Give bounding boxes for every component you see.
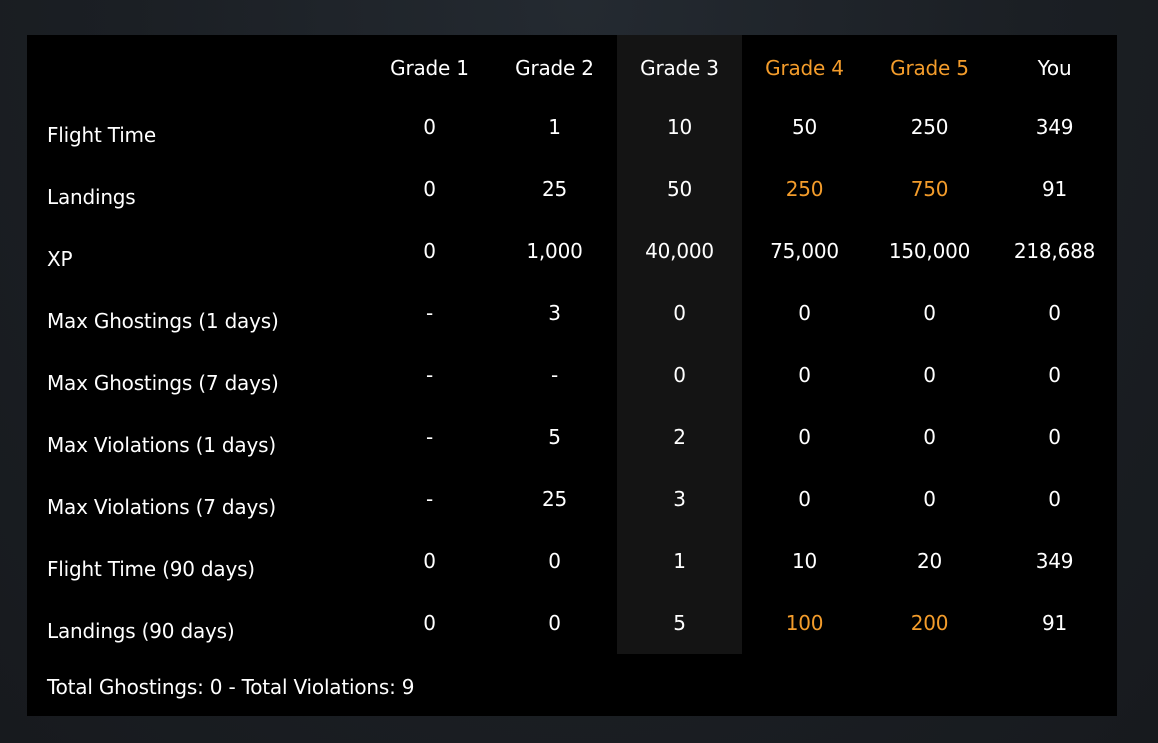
table-cell: 750 (910, 177, 949, 201)
table-cell: - (550, 363, 559, 387)
table-cell: 0 (923, 425, 936, 449)
table-cell: 10 (666, 115, 693, 139)
table-cell: 25 (541, 177, 568, 201)
totals-summary: Total Ghostings: 0 - Total Violations: 9 (47, 675, 415, 699)
table-cell: 200 (910, 611, 949, 635)
grade-requirements-table: Grade 1 Grade 2 Grade 3 Grade 4 Grade 5 You Fl… (27, 35, 1117, 655)
row-label: Flight Time (47, 123, 156, 147)
row-label: Max Ghostings (1 days) (47, 309, 279, 333)
table-cell: 349 (1035, 549, 1074, 573)
row-label: Landings (90 days) (47, 619, 235, 643)
table-cell: - (425, 363, 434, 387)
row-label: Max Ghostings (7 days) (47, 371, 279, 395)
table-cell: 250 (785, 177, 824, 201)
table-cell: 20 (916, 549, 943, 573)
table-cell: 0 (798, 301, 811, 325)
column-header: Grade 2 (515, 56, 594, 80)
table-cell: 75,000 (770, 239, 839, 263)
column-header: You (1037, 56, 1072, 80)
grade-requirements-panel: Grade 1 Grade 2 Grade 3 Grade 4 Grade 5 You Fl… (27, 35, 1117, 716)
column-header: Grade 1 (390, 56, 469, 80)
table-cell: 0 (1048, 425, 1061, 449)
row-label: Max Violations (1 days) (47, 433, 276, 457)
table-cell: 50 (666, 177, 693, 201)
current-grade-column-highlight (617, 35, 742, 654)
table-cell: 150,000 (888, 239, 971, 263)
table-cell: 218,688 (1013, 239, 1096, 263)
column-header: Grade 5 (890, 56, 969, 80)
table-cell: 50 (791, 115, 818, 139)
table-cell: - (425, 301, 434, 325)
table-cell: 349 (1035, 115, 1074, 139)
table-cell: 3 (673, 487, 686, 511)
table-cell: 91 (1041, 177, 1068, 201)
table-cell: 40,000 (645, 239, 714, 263)
table-cell: 0 (798, 487, 811, 511)
table-cell: 100 (785, 611, 824, 635)
table-cell: 0 (1048, 301, 1061, 325)
table-cell: 5 (673, 611, 686, 635)
table-cell: 0 (548, 611, 561, 635)
row-label: Landings (47, 185, 136, 209)
table-cell: 5 (548, 425, 561, 449)
table-cell: 0 (548, 549, 561, 573)
table-cell: 1,000 (526, 239, 583, 263)
table-cell: - (425, 487, 434, 511)
table-cell: 0 (423, 549, 436, 573)
table-cell: 0 (923, 487, 936, 511)
table-cell: 0 (423, 239, 436, 263)
table-cell: 0 (423, 611, 436, 635)
table-cell: 25 (541, 487, 568, 511)
table-cell: 250 (910, 115, 949, 139)
table-cell: 2 (673, 425, 686, 449)
table-cell: 0 (1048, 363, 1061, 387)
table-cell: 91 (1041, 611, 1068, 635)
table-cell: 0 (923, 363, 936, 387)
table-cell: 0 (673, 363, 686, 387)
table-cell: - (425, 425, 434, 449)
table-cell: 1 (548, 115, 561, 139)
column-header: Grade 4 (765, 56, 844, 80)
table-cell: 1 (673, 549, 686, 573)
table-cell: 0 (798, 425, 811, 449)
row-label: Flight Time (90 days) (47, 557, 255, 581)
table-cell: 0 (923, 301, 936, 325)
table-cell: 0 (423, 177, 436, 201)
row-label: XP (47, 247, 73, 271)
table-cell: 10 (791, 549, 818, 573)
column-header: Grade 3 (640, 56, 719, 80)
table-cell: 0 (423, 115, 436, 139)
table-cell: 0 (1048, 487, 1061, 511)
table-cell: 0 (798, 363, 811, 387)
table-cell: 0 (673, 301, 686, 325)
row-label: Max Violations (7 days) (47, 495, 276, 519)
table-cell: 3 (548, 301, 561, 325)
